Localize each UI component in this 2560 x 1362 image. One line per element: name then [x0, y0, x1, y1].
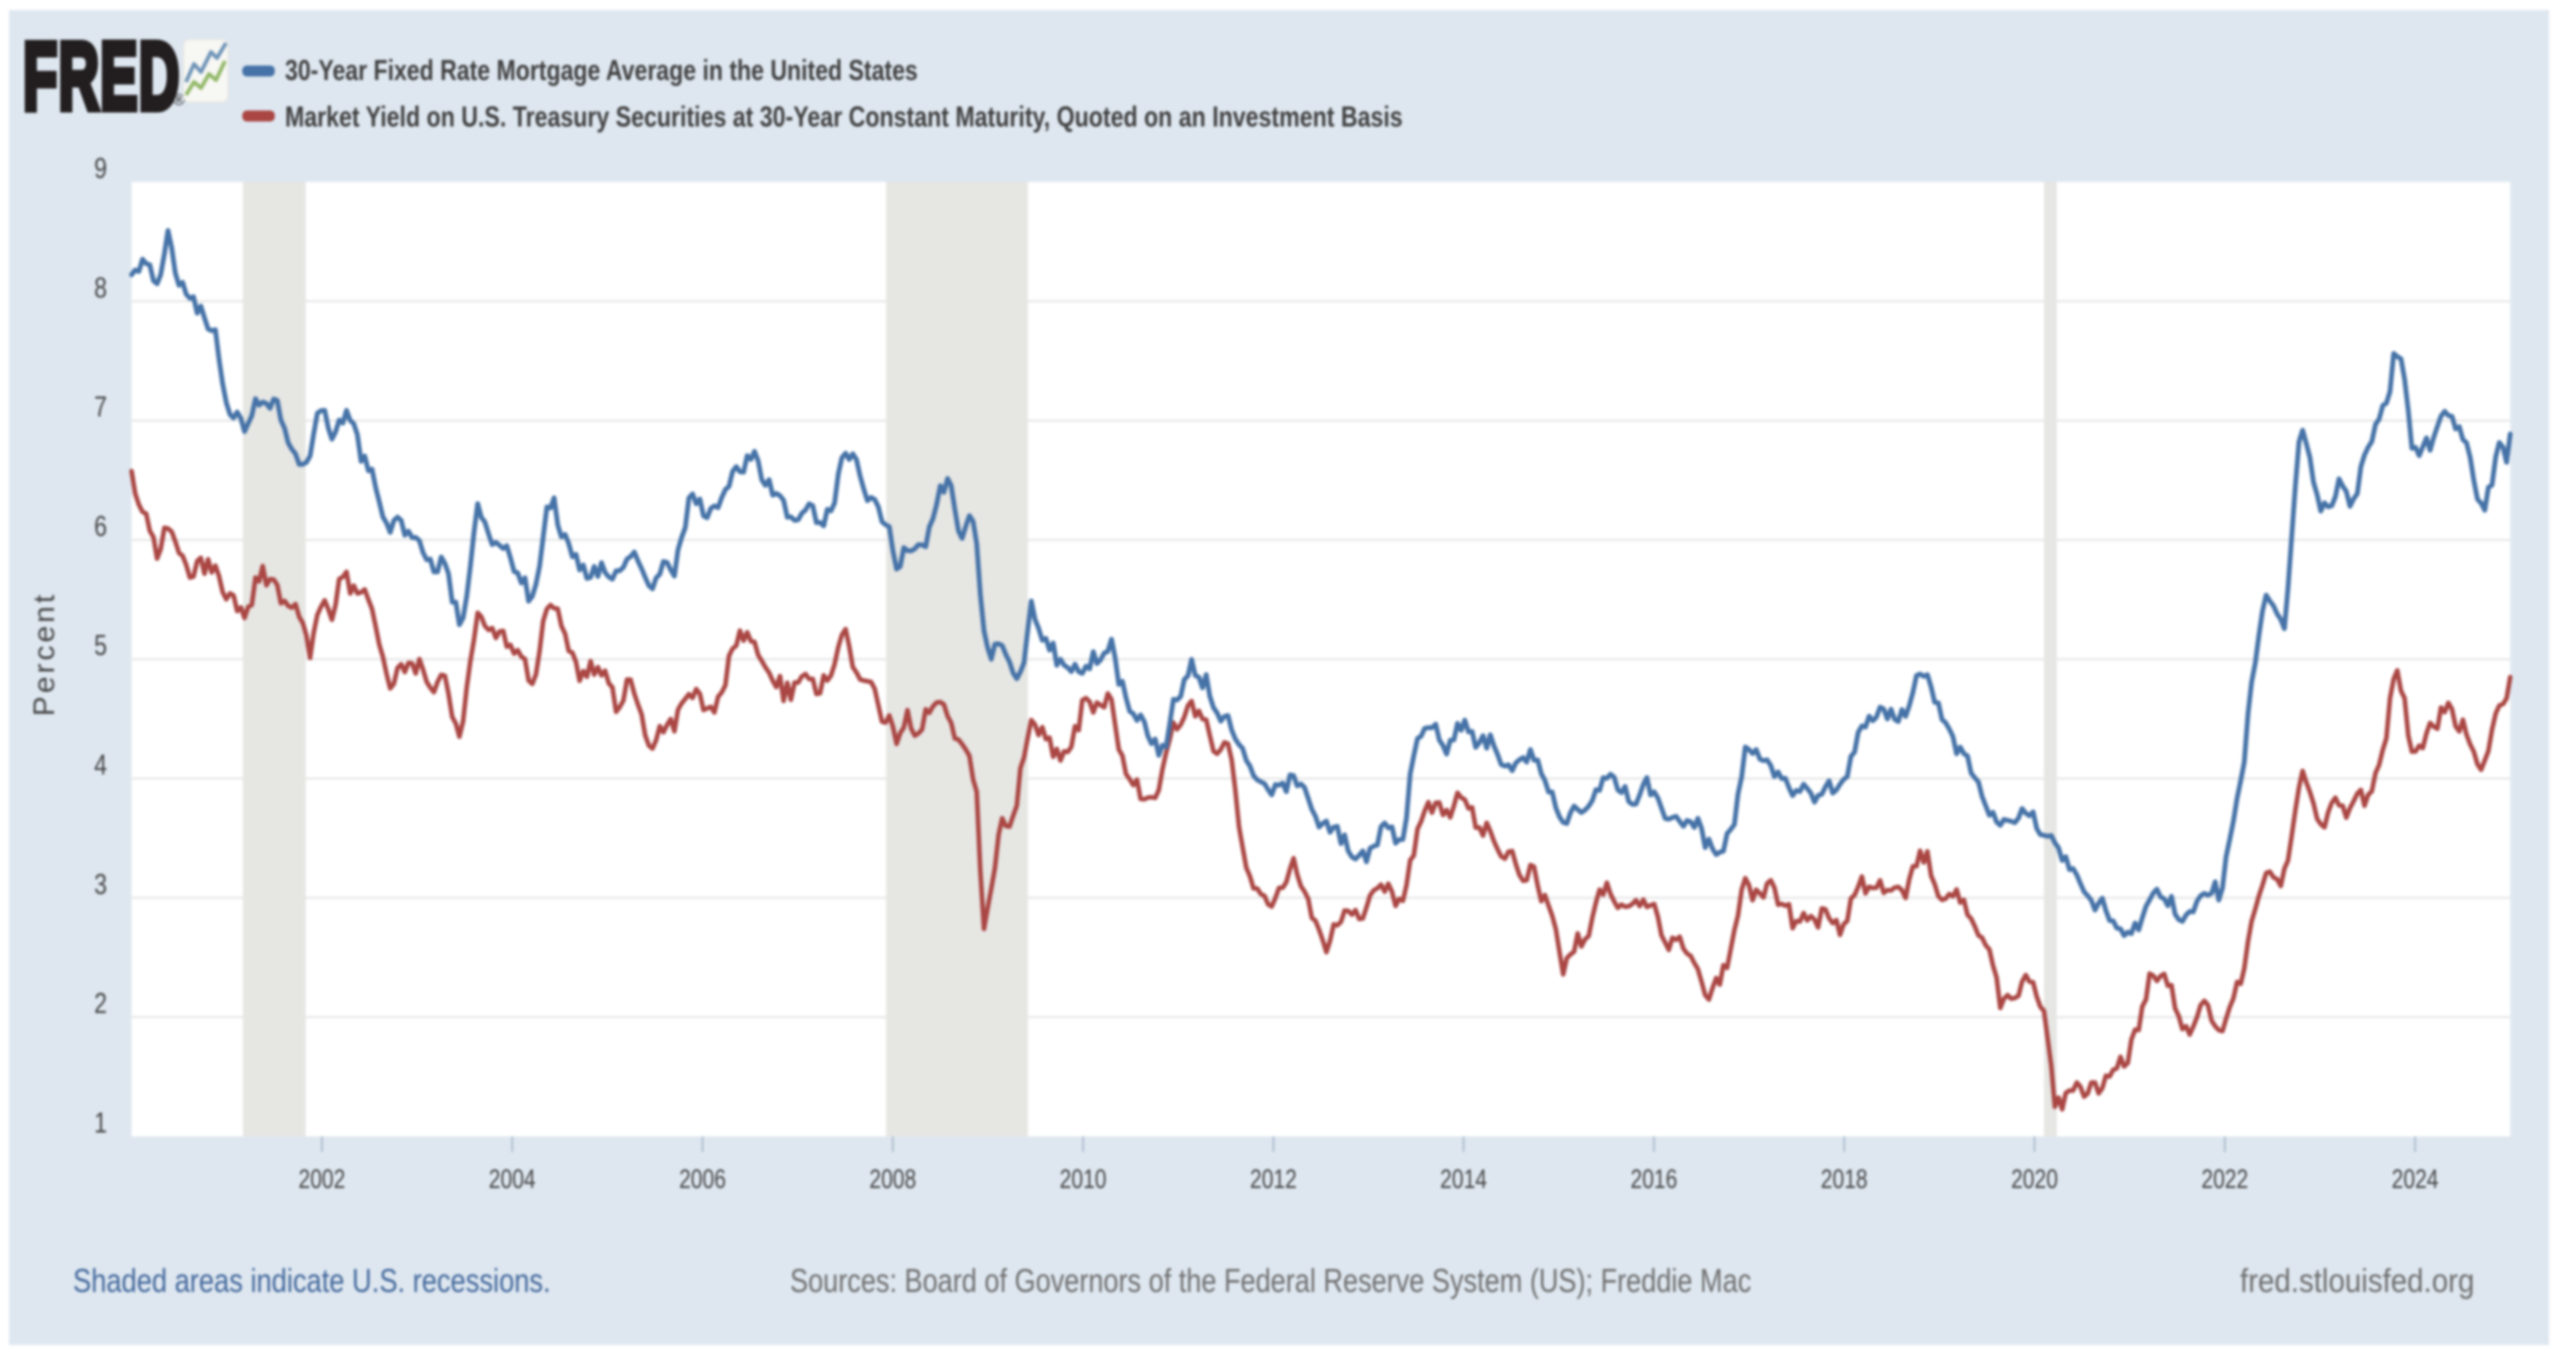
svg-text:6: 6	[94, 509, 107, 542]
svg-text:2024: 2024	[2392, 1165, 2439, 1195]
svg-text:3: 3	[94, 867, 107, 900]
svg-text:®: ®	[173, 92, 185, 109]
svg-text:fred.stlouisfed.org: fred.stlouisfed.org	[2240, 1262, 2474, 1299]
svg-text:Sources: Board of Governors of: Sources: Board of Governors of the Feder…	[790, 1264, 1751, 1300]
svg-text:2006: 2006	[679, 1165, 726, 1195]
svg-text:4: 4	[94, 748, 107, 781]
svg-text:2012: 2012	[1250, 1165, 1297, 1195]
svg-text:2008: 2008	[869, 1165, 916, 1195]
svg-text:2018: 2018	[1821, 1165, 1868, 1195]
svg-text:FRED: FRED	[23, 22, 181, 129]
svg-text:2014: 2014	[1440, 1165, 1487, 1195]
svg-text:7: 7	[94, 390, 107, 423]
svg-text:2004: 2004	[489, 1165, 536, 1195]
svg-text:9: 9	[94, 151, 107, 184]
svg-text:Shaded areas indicate U.S. rec: Shaded areas indicate U.S. recessions.	[73, 1264, 551, 1300]
svg-text:2016: 2016	[1630, 1165, 1677, 1195]
svg-text:2002: 2002	[298, 1165, 345, 1195]
svg-text:8: 8	[94, 271, 107, 304]
svg-text:1: 1	[94, 1106, 107, 1139]
svg-text:2022: 2022	[2201, 1165, 2248, 1195]
svg-text:5: 5	[94, 629, 107, 662]
svg-text:2: 2	[94, 987, 107, 1020]
svg-text:30-Year Fixed Rate Mortgage Av: 30-Year Fixed Rate Mortgage Average in t…	[285, 53, 918, 86]
svg-text:Market Yield on U.S. Treasury: Market Yield on U.S. Treasury Securities…	[285, 100, 1403, 133]
svg-text:2010: 2010	[1060, 1165, 1107, 1195]
svg-text:2020: 2020	[2011, 1165, 2058, 1195]
svg-text:Percent: Percent	[28, 592, 61, 716]
